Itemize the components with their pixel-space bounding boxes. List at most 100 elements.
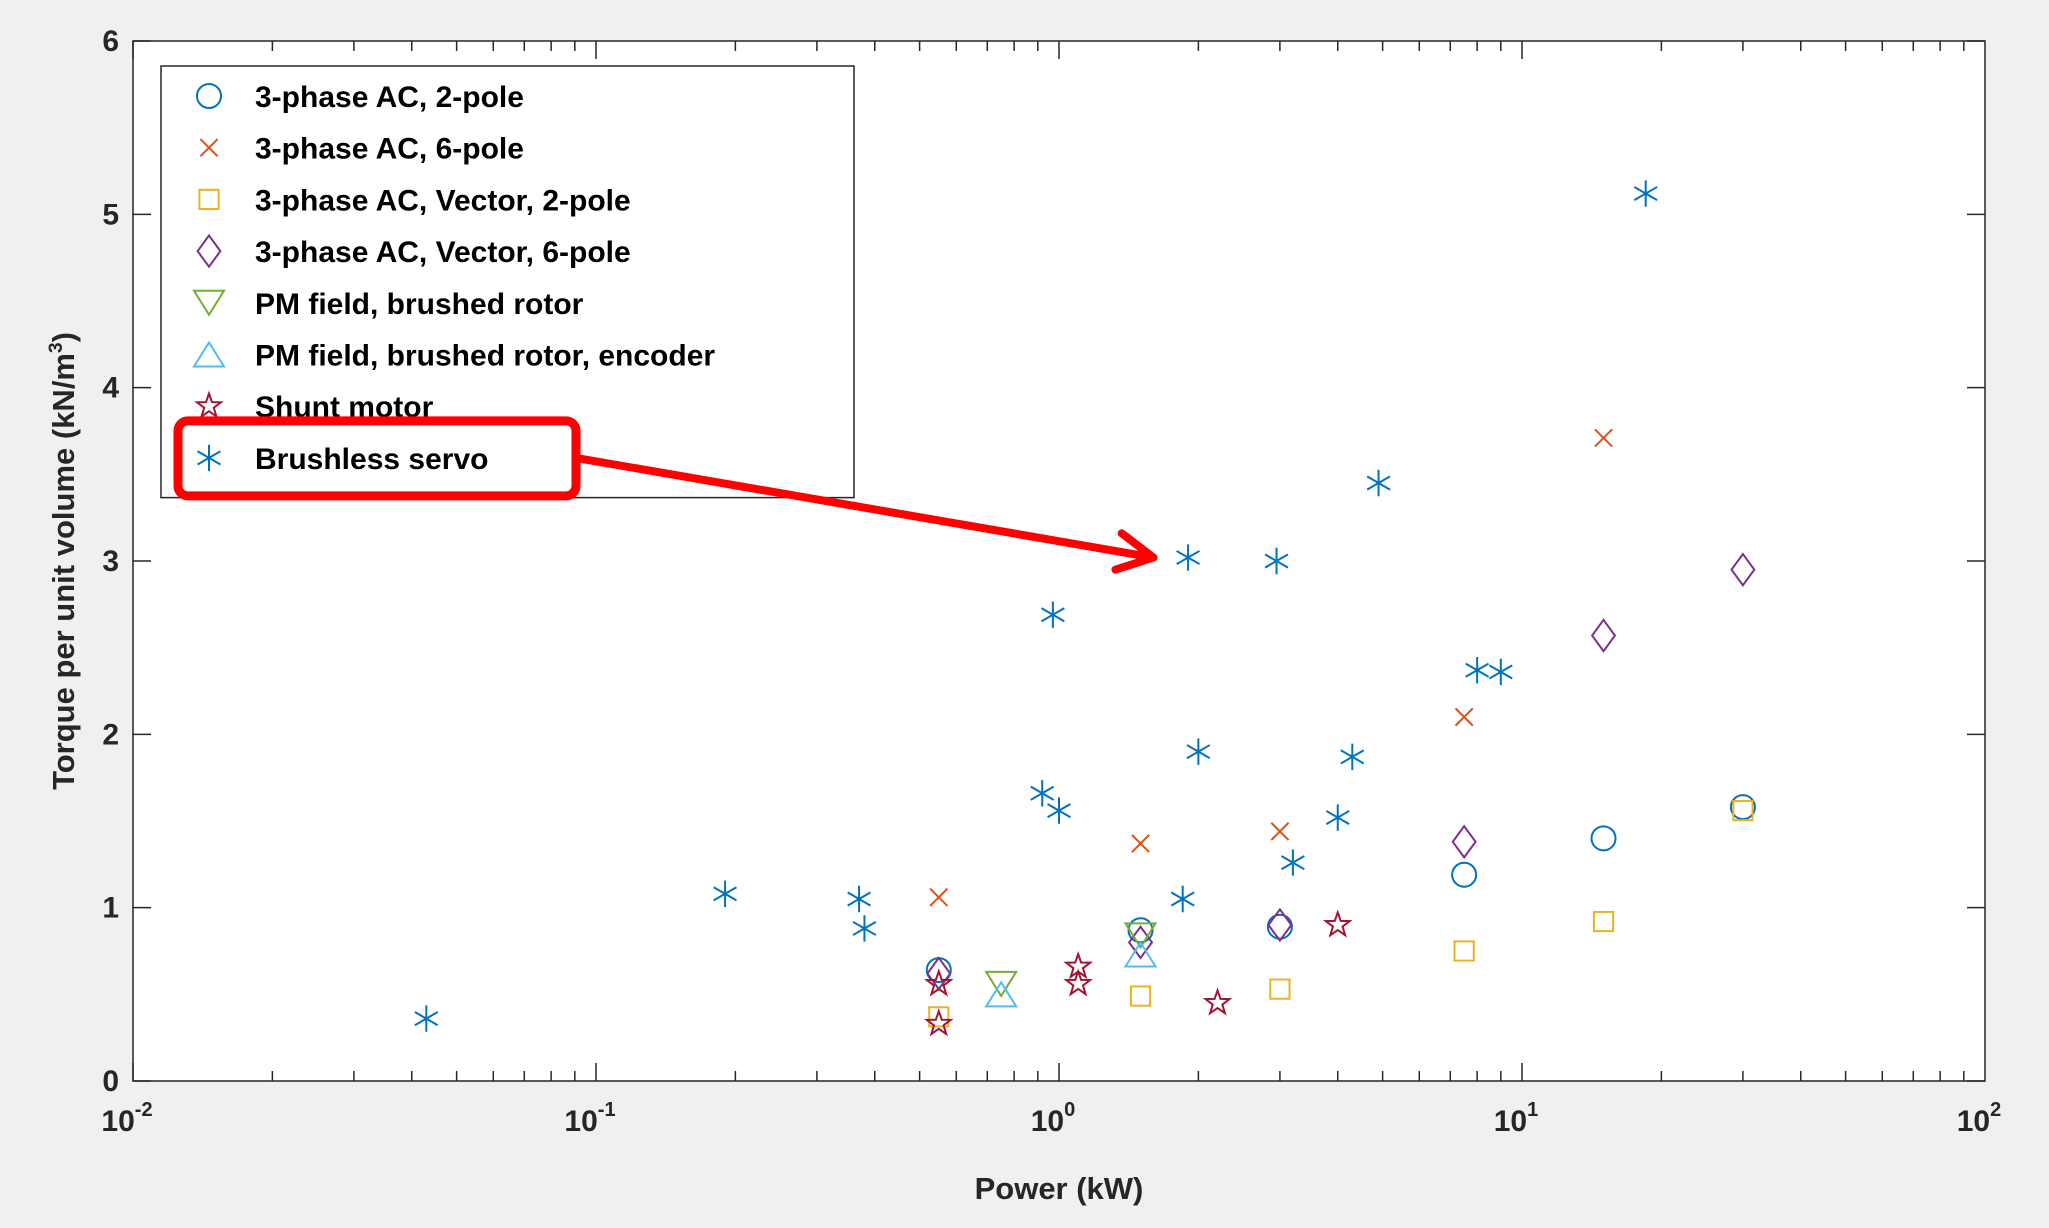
legend-label: 3-phase AC, Vector, 6-pole [255, 236, 631, 269]
plot-frame [132, 40, 1986, 1082]
x-tick-exponent: -2 [135, 1099, 153, 1121]
x-tick-label: 101 [1494, 1099, 1539, 1138]
x-tick-label: 10-1 [564, 1099, 615, 1138]
legend-marker [192, 340, 226, 368]
data-point [1127, 925, 1154, 960]
legend-entry: 3-phase AC, Vector, 2-pole [198, 184, 631, 217]
data-point [1170, 885, 1195, 913]
x-axis-label: Power (kW) [975, 1171, 1144, 1206]
y-tick-label: 5 [102, 198, 119, 231]
legend-box [160, 65, 855, 499]
data-point [1322, 909, 1353, 938]
data-point [1325, 804, 1350, 831]
data-markers [414, 180, 1756, 1037]
data-point [1730, 552, 1756, 587]
data-point [1131, 834, 1150, 853]
data-point [1123, 922, 1158, 950]
data-point [1266, 913, 1293, 940]
series-5 [984, 922, 1158, 998]
legend-entry: PM field, brushed rotor, encoder [192, 340, 715, 373]
x-tick-base: 10 [1494, 1105, 1527, 1138]
data-point [984, 970, 1018, 998]
legend: 3-phase AC, 2-pole 3-phase AC, 6-pole 3-ph… [160, 65, 855, 499]
x-tick-base: 10 [101, 1105, 134, 1138]
data-point [1202, 987, 1233, 1016]
data-point [1453, 940, 1475, 962]
data-point [1040, 601, 1065, 628]
data-point [1269, 978, 1291, 1000]
legend-marker [196, 233, 222, 269]
axis-ticks [132, 40, 1985, 1082]
x-tick-base: 10 [1031, 1105, 1064, 1138]
legend-label: 3-phase AC, 6-pole [255, 133, 524, 166]
data-point [1047, 797, 1071, 824]
series-3 [928, 800, 1754, 1028]
data-point [1732, 800, 1754, 822]
data-point [1267, 907, 1293, 943]
series-6 [984, 940, 1158, 1008]
data-point [984, 980, 1018, 1008]
data-point [1451, 861, 1478, 888]
legend-label: PM field, brushed rotor [255, 288, 584, 321]
legend-label: 3-phase AC, 2-pole [255, 81, 524, 114]
legend-marker [194, 390, 224, 419]
data-point [928, 1006, 950, 1028]
x-tick-exponent: 1 [1527, 1099, 1538, 1121]
data-point [1633, 180, 1658, 207]
annotation [173, 416, 1158, 574]
legend-entry: PM field, brushed rotor [192, 288, 584, 321]
x-tick-base: 10 [564, 1105, 597, 1138]
y-axis-label-close: ) [46, 332, 81, 342]
legend-label: PM field, brushed rotor, encoder [255, 340, 715, 373]
x-tick-base: 10 [1957, 1105, 1990, 1138]
legend-entry: 3-phase AC, 2-pole [196, 81, 524, 114]
annotation-arrow-line [572, 453, 1158, 562]
data-point [1451, 824, 1477, 860]
x-tick-exponent: 2 [1990, 1099, 2001, 1121]
data-point [1280, 849, 1305, 876]
legend-entry: 3-phase AC, Vector, 6-pole [196, 233, 631, 269]
y-tick-label: 2 [102, 718, 119, 751]
data-point [1264, 547, 1289, 575]
data-point [852, 915, 877, 942]
y-tick-label: 4 [102, 372, 119, 405]
y-axis-label-superscript: 3 [46, 342, 67, 353]
data-point [1030, 780, 1055, 807]
legend-label: 3-phase AC, Vector, 2-pole [255, 184, 631, 217]
data-point [923, 968, 954, 997]
legend-marker [197, 444, 221, 472]
y-axis-label-text: Torque per unit volume (kN/m [46, 353, 81, 790]
data-point [1063, 968, 1094, 997]
legend-label: Brushless servo [255, 443, 488, 476]
legend-marker [196, 83, 222, 109]
data-point [713, 880, 737, 907]
data-point [414, 1005, 439, 1032]
data-point [1123, 940, 1158, 968]
series-8 [414, 180, 1658, 1032]
x-tick-label: 102 [1957, 1099, 2002, 1138]
legend-marker [198, 188, 220, 211]
data-point [1366, 469, 1391, 497]
y-tick-label: 1 [102, 892, 119, 925]
data-point [1729, 794, 1756, 821]
legend-marker [192, 289, 226, 317]
x-tick-label: 100 [1031, 1099, 1076, 1138]
data-point [1594, 428, 1613, 448]
data-point [1590, 825, 1617, 852]
data-point [1454, 707, 1474, 727]
x-tick-label: 10-2 [101, 1099, 152, 1138]
data-point [929, 887, 949, 907]
data-point [1488, 658, 1513, 686]
data-point [1129, 985, 1152, 1007]
series-2 [929, 428, 1613, 907]
x-tick-exponent: -1 [598, 1099, 616, 1121]
y-tick-label: 6 [102, 25, 119, 58]
y-tick-label: 3 [102, 545, 119, 578]
data-point [1590, 618, 1617, 653]
data-point [1340, 743, 1365, 771]
series-1 [925, 794, 1756, 984]
y-axis-label: Torque per unit volume (kN/m3) [46, 332, 81, 790]
data-point [1063, 950, 1094, 980]
y-tick-label: 0 [102, 1065, 119, 1098]
